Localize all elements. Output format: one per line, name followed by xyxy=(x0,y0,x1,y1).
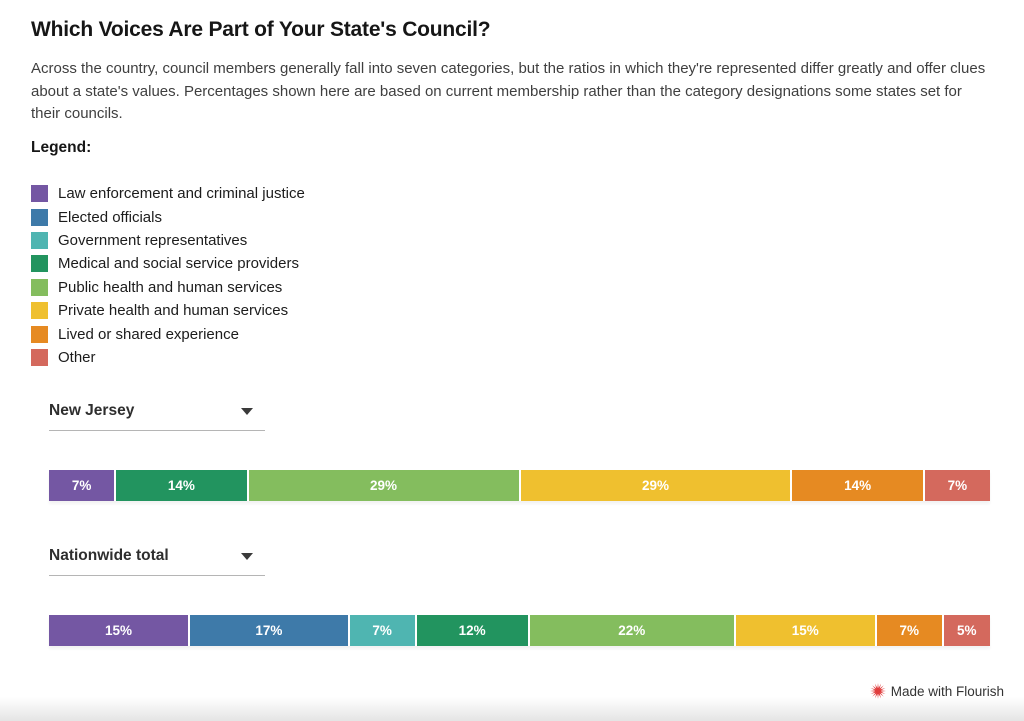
flourish-starburst-icon xyxy=(869,683,886,699)
stacked-bar-nationwide-total: 15% 17% 7% 12% 22% 15% 7% 5% xyxy=(49,615,990,646)
bar-segment[interactable]: 7% xyxy=(49,470,115,501)
bar-segment[interactable]: 12% xyxy=(416,615,528,646)
legend-label: Private health and human services xyxy=(58,302,289,320)
chart-description: Across the country, council members gene… xyxy=(31,60,986,122)
legend-swatch xyxy=(31,278,48,296)
legend-swatch xyxy=(31,348,48,366)
legend-item: Government representatives xyxy=(31,229,305,252)
legend-label: Medical and social service providers xyxy=(58,255,299,273)
legend-label: Government representatives xyxy=(58,231,248,249)
dataset-selector-nationwide-total[interactable]: Nationwide total xyxy=(49,547,265,576)
chevron-down-icon xyxy=(241,407,253,415)
legend: Law enforcement and criminal justice Elec… xyxy=(31,182,305,369)
dataset-selector-value: Nationwide total xyxy=(49,547,169,564)
legend-item: Public health and human services xyxy=(31,276,305,299)
bar-segment[interactable]: 14% xyxy=(116,470,247,501)
bar-segment[interactable]: 7% xyxy=(924,470,990,501)
legend-item: Elected officials xyxy=(31,205,305,228)
legend-item: Medical and social service providers xyxy=(31,252,305,275)
legend-item: Other xyxy=(31,346,305,369)
dataset-selector-new-jersey[interactable]: New Jersey xyxy=(49,402,265,431)
dataset-selector-value: New Jersey xyxy=(49,402,135,419)
legend-item: Lived or shared experience xyxy=(31,322,305,345)
bar-segment[interactable]: 17% xyxy=(190,615,348,646)
bar-segment[interactable]: 7% xyxy=(876,615,942,646)
bar-segment[interactable]: 7% xyxy=(349,615,415,646)
bar-segment[interactable]: 29% xyxy=(520,470,791,501)
legend-swatch xyxy=(31,208,48,226)
bar-segment[interactable]: 15% xyxy=(49,615,189,646)
bar-segment[interactable]: 15% xyxy=(735,615,875,646)
legend-swatch xyxy=(31,231,48,249)
stacked-bar-new-jersey: 7% 14% 29% 29% 14% 7% xyxy=(49,470,990,501)
legend-item: Private health and human services xyxy=(31,299,305,322)
legend-swatch xyxy=(31,325,48,343)
legend-swatch xyxy=(31,302,48,320)
bar-segment[interactable]: 14% xyxy=(792,470,923,501)
legend-swatch xyxy=(31,185,48,203)
attribution-text: Made with Flourish xyxy=(890,683,1004,699)
legend-label: Other xyxy=(58,348,96,366)
chevron-down-icon xyxy=(241,552,253,560)
legend-title: Legend: xyxy=(31,139,92,156)
legend-label: Law enforcement and criminal justice xyxy=(58,185,305,203)
legend-item: Law enforcement and criminal justice xyxy=(31,182,305,205)
bar-segment[interactable]: 5% xyxy=(943,615,990,646)
bar-segment[interactable]: 29% xyxy=(248,470,519,501)
bar-segment[interactable]: 22% xyxy=(529,615,734,646)
legend-label: Lived or shared experience xyxy=(58,325,239,343)
bottom-fade xyxy=(0,697,1024,721)
legend-label: Elected officials xyxy=(58,208,162,226)
page-title: Which Voices Are Part of Your State's Co… xyxy=(31,18,491,41)
legend-label: Public health and human services xyxy=(58,278,283,296)
made-with-flourish-link[interactable]: Made with Flourish xyxy=(869,683,1004,699)
legend-swatch xyxy=(31,255,48,273)
